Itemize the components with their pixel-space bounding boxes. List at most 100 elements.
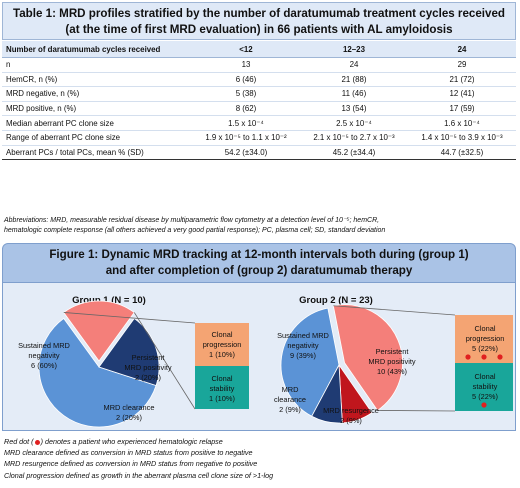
group1-label-persistent-3: 2 (20%) bbox=[135, 373, 161, 382]
group1-box-labels: Clonal progression 1 (10%) Clonal stabil… bbox=[203, 330, 242, 403]
figure-title-line1: Figure 1: Dynamic MRD tracking at 12-mon… bbox=[49, 248, 469, 261]
figure-title: Figure 1: Dynamic MRD tracking at 12-mon… bbox=[2, 243, 516, 283]
footnote-clearance: MRD clearance defined as conversion in M… bbox=[4, 448, 253, 458]
group1-box-stability-1: Clonal bbox=[212, 374, 233, 383]
table-row: n 13 24 29 bbox=[2, 57, 516, 73]
group2-box-progression-1: Clonal bbox=[475, 324, 496, 333]
table-title: Table 1: MRD profiles stratified by the … bbox=[2, 2, 516, 40]
group1-connector-top bbox=[63, 312, 196, 324]
group2-slice-0 bbox=[280, 307, 340, 417]
group1-label-sustained-1: Sustained MRD bbox=[18, 341, 70, 350]
table-cell: 54.2 (±34.0) bbox=[192, 145, 300, 161]
relapse-dot bbox=[497, 354, 503, 360]
row-label: MRD negative, n (%) bbox=[2, 86, 192, 102]
column-header: 24 bbox=[408, 41, 516, 58]
group2-title: Group 2 (N = 23) bbox=[299, 295, 373, 306]
group2-label-persistent-2: MRD positivity bbox=[368, 357, 416, 366]
table-cell: 2.1 x 10⁻⁵ to 2.7 x 10⁻³ bbox=[300, 130, 408, 146]
group1-connector-lines bbox=[63, 312, 196, 410]
table-cell: 2.5 x 10⁻⁴ bbox=[300, 115, 408, 131]
table-cell: 1.9 x 10⁻⁵ to 1.1 x 10⁻² bbox=[192, 130, 300, 146]
group1-slice-0 bbox=[38, 317, 157, 428]
table-abbreviations: Abbreviations: MRD, measurable residual … bbox=[4, 216, 516, 235]
abbreviations-line1: Abbreviations: MRD, measurable residual … bbox=[4, 217, 380, 224]
group1-label-clearance-1: MRD clearance bbox=[104, 403, 155, 412]
table-cell: 13 (54) bbox=[300, 101, 408, 117]
group1-slice-1 bbox=[63, 300, 135, 362]
group2-slice-1 bbox=[332, 304, 403, 411]
table-cell: 21 (88) bbox=[300, 72, 408, 88]
figure-svg: Group 1 (N = 10) Group 2 (N = 23) Sustai… bbox=[18, 295, 513, 428]
group1-connector-bottom bbox=[133, 312, 196, 410]
table-cell: 1.5 x 10⁻⁴ bbox=[192, 115, 300, 131]
table-cell: 29 bbox=[408, 57, 516, 73]
relapse-dot bbox=[481, 354, 487, 360]
row-label: Aberrant PCs / total PCs, mean % (SD) bbox=[2, 145, 192, 161]
group1-label-sustained-3: 6 (60%) bbox=[31, 361, 57, 370]
row-label: Median aberrant PC clone size bbox=[2, 115, 192, 131]
group2-label-sustained-2: negativity bbox=[287, 341, 319, 350]
group1-progression-box bbox=[195, 323, 249, 366]
group2-label-clearance-1: MRD bbox=[282, 385, 299, 394]
group1-label-persistent-1: Persistent bbox=[132, 353, 165, 362]
table-row: Median aberrant PC clone size 1.5 x 10⁻⁴… bbox=[2, 115, 516, 131]
group1-label-clearance-2: 2 (20%) bbox=[116, 413, 142, 422]
group2-box-progression-2: progression bbox=[466, 334, 505, 343]
group1-pie bbox=[38, 300, 160, 428]
group2-label-sustained-1: Sustained MRD bbox=[277, 331, 329, 340]
group1-label-persistent-2: MRD positivity bbox=[124, 363, 172, 372]
group2-slice-labels: Sustained MRD negativity 9 (39%) Persist… bbox=[274, 331, 416, 425]
table-cell: 24 bbox=[300, 57, 408, 73]
table-cell: 1.4 x 10⁻⁵ to 3.9 x 10⁻³ bbox=[408, 130, 516, 146]
group2-relapse-dots bbox=[465, 354, 503, 408]
figure-footnotes: Red dot ( ) denotes a patient who experie… bbox=[4, 436, 516, 481]
group2-label-resurgence-1: MRD resurgence bbox=[323, 406, 379, 415]
group1-box-stability-2: stability bbox=[210, 384, 235, 393]
footnote-red-dot-post: ) denotes a patient who experienced hema… bbox=[40, 437, 223, 446]
group2-box-stability-3: 5 (22%) bbox=[472, 392, 498, 401]
footnote-red-dot-pre: Red dot ( bbox=[4, 437, 34, 446]
group1-slice-2 bbox=[98, 317, 160, 387]
group1-box-progression-3: 1 (10%) bbox=[209, 350, 235, 359]
table-row: MRD positive, n (%) 8 (62) 13 (54) 17 (5… bbox=[2, 101, 516, 117]
table-cell: 44.7 (±32.5) bbox=[408, 145, 516, 161]
group1-label-sustained-2: negativity bbox=[28, 351, 60, 360]
column-header: Number of daratumumab cycles received bbox=[2, 41, 192, 58]
footnote-red-dot: Red dot ( ) denotes a patient who experie… bbox=[4, 436, 516, 447]
row-label: Range of aberrant PC clone size bbox=[2, 130, 192, 146]
group2-box-labels: Clonal progression 5 (22%) Clonal stabil… bbox=[466, 324, 505, 401]
group1-title: Group 1 (N = 10) bbox=[72, 295, 146, 306]
group2-label-clearance-2: clearance bbox=[274, 395, 306, 404]
figure-title-line2: and after completion of (group 2) daratu… bbox=[105, 264, 413, 277]
footnote-resurgence: MRD resurgence defined as conversion in … bbox=[4, 459, 258, 469]
abbreviations-line2: hematologic complete response (all other… bbox=[4, 226, 386, 234]
table-cell: 11 (46) bbox=[300, 86, 408, 102]
group1-slice-labels: Sustained MRD negativity 6 (60%) Persist… bbox=[18, 341, 172, 422]
group2-label-clearance-3: 2 (9%) bbox=[279, 405, 301, 414]
relapse-dot bbox=[465, 354, 471, 360]
table-cell: 45.2 (±34.4) bbox=[300, 145, 408, 161]
table-row: MRD negative, n (%) 5 (38) 11 (46) 12 (4… bbox=[2, 86, 516, 102]
table-cell: 12 (41) bbox=[408, 86, 516, 102]
figure-panel: Group 1 (N = 10) Group 2 (N = 23) Sustai… bbox=[2, 283, 516, 431]
column-header: 12–23 bbox=[300, 41, 408, 58]
group1-substratification bbox=[195, 323, 249, 409]
group2-label-resurgence-2: 2 (9%) bbox=[340, 416, 362, 425]
group1-box-progression-1: Clonal bbox=[212, 330, 233, 339]
group2-label-persistent-1: Persistent bbox=[376, 347, 409, 356]
group2-box-stability-2: stability bbox=[473, 382, 498, 391]
table-cell: 13 bbox=[192, 57, 300, 73]
group2-label-sustained-3: 9 (39%) bbox=[290, 351, 316, 360]
group2-box-progression-3: 5 (22%) bbox=[472, 344, 498, 353]
table-header-row: Number of daratumumab cycles received <1… bbox=[2, 41, 516, 58]
table-cell: 6 (46) bbox=[192, 72, 300, 88]
red-dot-icon bbox=[34, 439, 40, 445]
group2-box-stability-1: Clonal bbox=[475, 372, 496, 381]
table-row: Range of aberrant PC clone size 1.9 x 10… bbox=[2, 130, 516, 146]
group2-connector-lines bbox=[333, 305, 456, 412]
column-header: <12 bbox=[192, 41, 300, 58]
table-cell: 17 (59) bbox=[408, 101, 516, 117]
table-cell: 5 (38) bbox=[192, 86, 300, 102]
group1-box-progression-2: progression bbox=[203, 340, 242, 349]
group1-stability-box bbox=[195, 366, 249, 409]
